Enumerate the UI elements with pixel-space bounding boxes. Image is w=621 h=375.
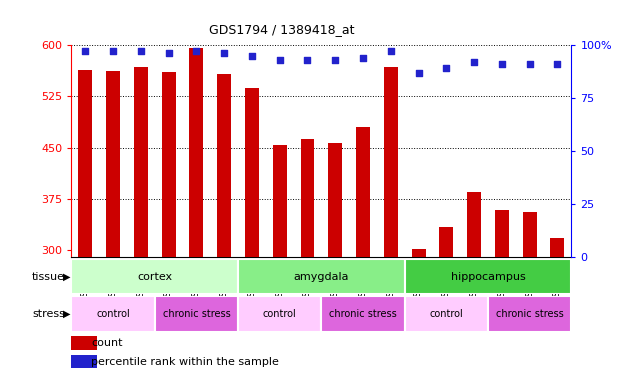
Point xyxy=(497,61,507,67)
Bar xyxy=(155,296,238,332)
Bar xyxy=(71,355,97,368)
Text: stress: stress xyxy=(32,309,65,319)
Bar xyxy=(322,296,405,332)
Bar xyxy=(467,192,481,257)
Bar xyxy=(550,238,564,257)
Text: chronic stress: chronic stress xyxy=(163,309,230,319)
Text: amygdala: amygdala xyxy=(294,272,349,282)
Bar xyxy=(71,259,238,294)
Bar xyxy=(78,70,93,257)
Point xyxy=(553,61,563,67)
Point xyxy=(274,57,284,63)
Bar xyxy=(405,259,571,294)
Bar xyxy=(412,249,425,257)
Bar xyxy=(245,88,259,257)
Text: chronic stress: chronic stress xyxy=(329,309,397,319)
Text: count: count xyxy=(91,338,123,348)
Point xyxy=(164,51,174,57)
Text: GDS1794 / 1389418_at: GDS1794 / 1389418_at xyxy=(209,22,354,36)
Text: control: control xyxy=(430,309,463,319)
Point xyxy=(191,48,201,54)
Text: control: control xyxy=(96,309,130,319)
Bar xyxy=(238,259,405,294)
Bar xyxy=(238,296,322,332)
Point xyxy=(108,48,118,54)
Bar xyxy=(189,48,203,257)
Bar xyxy=(106,71,120,257)
Text: hippocampus: hippocampus xyxy=(451,272,525,282)
Bar xyxy=(495,210,509,257)
Bar xyxy=(273,146,287,257)
Text: cortex: cortex xyxy=(137,272,172,282)
Point xyxy=(414,69,424,75)
Text: percentile rank within the sample: percentile rank within the sample xyxy=(91,357,279,367)
Bar xyxy=(384,67,397,257)
Bar xyxy=(301,140,314,257)
Bar xyxy=(134,67,148,257)
Bar xyxy=(440,228,453,257)
Point xyxy=(247,53,257,58)
Bar xyxy=(356,127,370,257)
Text: ▶: ▶ xyxy=(63,272,71,282)
Bar xyxy=(523,213,537,257)
Text: ▶: ▶ xyxy=(63,309,71,319)
Bar xyxy=(71,336,97,350)
Point xyxy=(219,51,229,57)
Point xyxy=(442,65,451,71)
Point xyxy=(80,48,90,54)
Text: chronic stress: chronic stress xyxy=(496,309,563,319)
Bar xyxy=(217,74,231,257)
Point xyxy=(469,59,479,65)
Point xyxy=(136,48,146,54)
Bar xyxy=(161,72,176,257)
Point xyxy=(525,61,535,67)
Bar xyxy=(488,296,571,332)
Point xyxy=(302,57,312,63)
Bar xyxy=(71,296,155,332)
Point xyxy=(386,48,396,54)
Bar xyxy=(405,296,488,332)
Point xyxy=(358,55,368,61)
Text: tissue: tissue xyxy=(32,272,65,282)
Text: control: control xyxy=(263,309,297,319)
Point xyxy=(330,57,340,63)
Bar xyxy=(329,143,342,257)
